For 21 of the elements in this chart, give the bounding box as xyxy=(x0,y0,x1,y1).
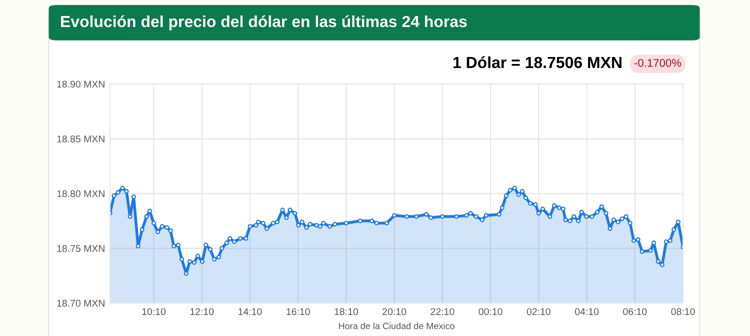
text: 1 Dólar = 18.7506 MXN xyxy=(453,56,622,68)
x-tick-label: 08:10 xyxy=(671,308,695,316)
y-tick-label: 18.70 MXN xyxy=(57,300,104,307)
chart-title: Evolución del precio del dólar en las últimas 24 horas xyxy=(61,15,467,30)
x-tick-label: 12:10 xyxy=(190,308,214,316)
x-tick-label: 22:10 xyxy=(430,308,454,316)
x-tick-label: 14:10 xyxy=(238,308,262,316)
y-tick-label: 18.80 MXN xyxy=(57,190,104,198)
x-axis-title: Hora de la Ciudad de Mexico xyxy=(339,322,454,330)
x-tick-label: 00:10 xyxy=(478,308,502,316)
x-tick-label: 04:10 xyxy=(575,308,599,316)
y-tick-label: 18.85 MXN xyxy=(57,136,104,142)
x-tick-label: 20:10 xyxy=(382,308,406,316)
x-tick-label: 18:10 xyxy=(334,308,358,316)
x-tick-label: 02:10 xyxy=(526,308,550,316)
x-tick-label: 10:10 xyxy=(142,308,166,316)
x-tick-label: 16:10 xyxy=(286,308,310,316)
y-tick-label: 18.75 MXN xyxy=(57,245,104,252)
text: -0.1700% xyxy=(634,58,682,67)
x-tick-label: 06:10 xyxy=(623,308,647,316)
y-tick-label: 18.90 MXN xyxy=(57,80,104,88)
